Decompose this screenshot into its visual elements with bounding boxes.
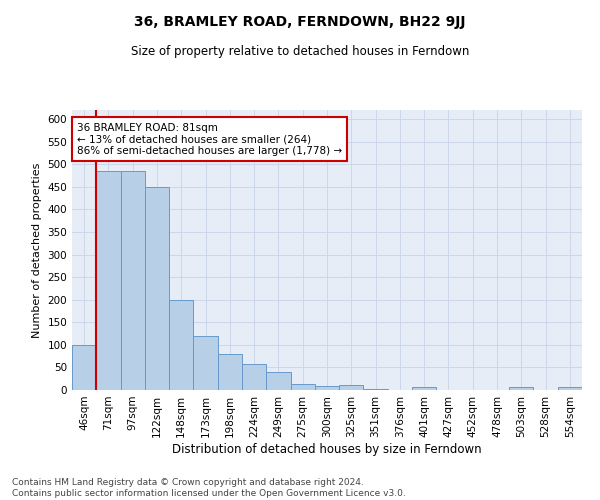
- Text: 36, BRAMLEY ROAD, FERNDOWN, BH22 9JJ: 36, BRAMLEY ROAD, FERNDOWN, BH22 9JJ: [134, 15, 466, 29]
- Bar: [193, 336, 218, 390]
- Bar: [169, 300, 193, 390]
- Bar: [145, 187, 169, 390]
- Bar: [558, 388, 582, 390]
- Bar: [315, 386, 339, 390]
- Bar: [290, 384, 315, 390]
- Bar: [509, 388, 533, 390]
- Bar: [242, 364, 266, 390]
- Text: Contains HM Land Registry data © Crown copyright and database right 2024.
Contai: Contains HM Land Registry data © Crown c…: [12, 478, 406, 498]
- Bar: [96, 171, 121, 390]
- Bar: [364, 389, 388, 390]
- X-axis label: Distribution of detached houses by size in Ferndown: Distribution of detached houses by size …: [172, 442, 482, 456]
- Bar: [339, 386, 364, 390]
- Bar: [72, 345, 96, 390]
- Bar: [121, 171, 145, 390]
- Bar: [412, 388, 436, 390]
- Bar: [266, 372, 290, 390]
- Y-axis label: Number of detached properties: Number of detached properties: [32, 162, 42, 338]
- Text: 36 BRAMLEY ROAD: 81sqm
← 13% of detached houses are smaller (264)
86% of semi-de: 36 BRAMLEY ROAD: 81sqm ← 13% of detached…: [77, 122, 342, 156]
- Text: Size of property relative to detached houses in Ferndown: Size of property relative to detached ho…: [131, 45, 469, 58]
- Bar: [218, 354, 242, 390]
